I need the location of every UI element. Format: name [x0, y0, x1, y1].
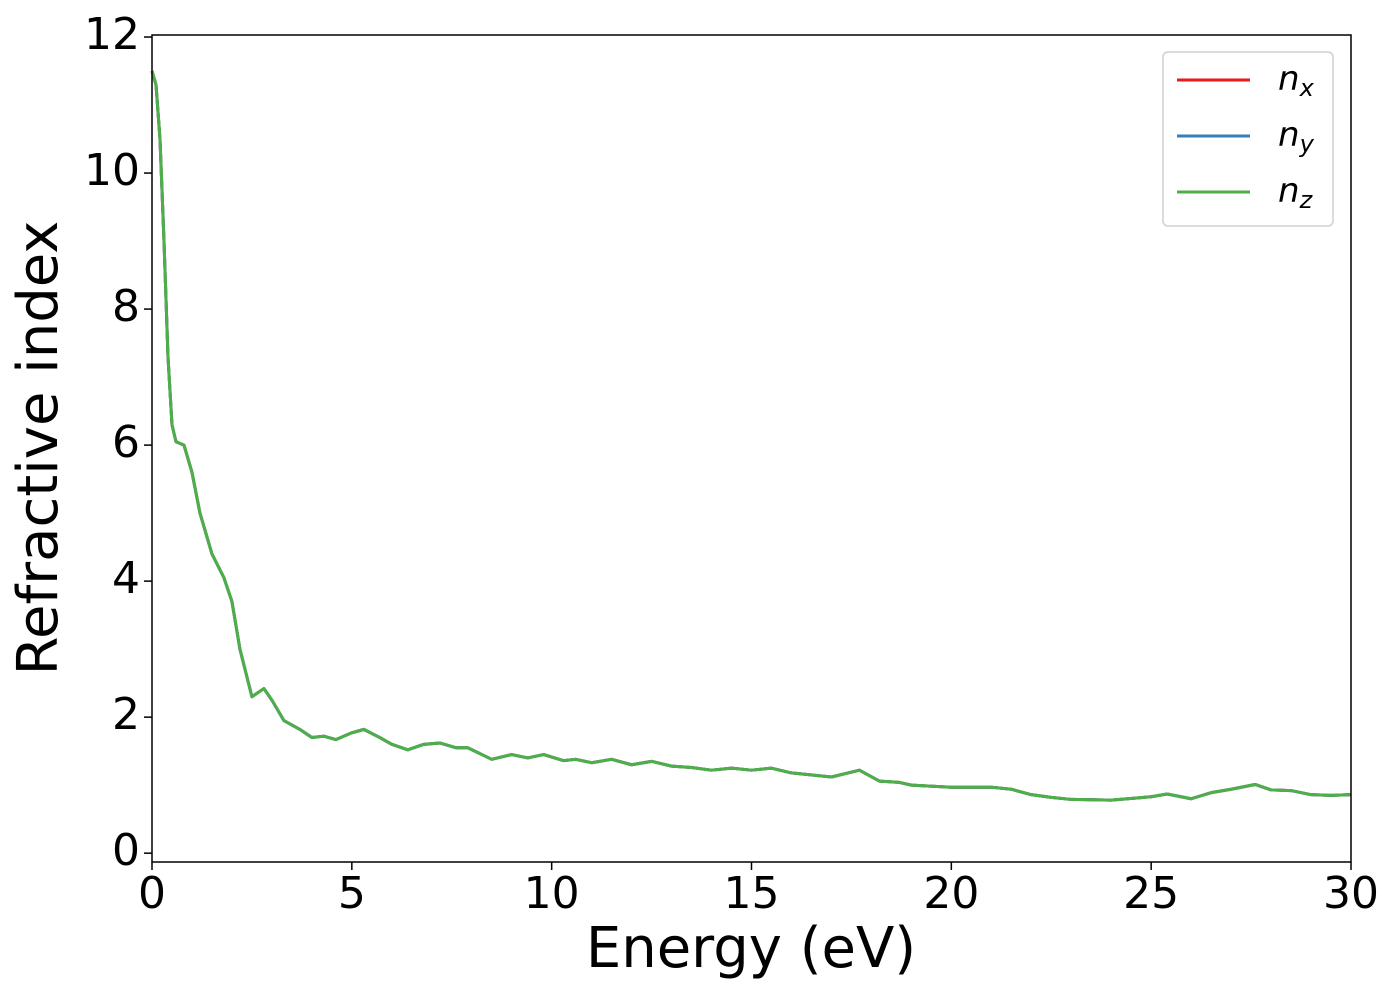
y-tick-label: 0: [112, 825, 140, 876]
series-line: [150, 70, 1352, 802]
legend-box: [1162, 51, 1334, 227]
legend-label: nz: [1278, 171, 1314, 215]
x-tick-label: 5: [338, 868, 366, 919]
x-tick-label: 30: [1323, 868, 1379, 919]
y-tick-label: 10: [84, 145, 140, 196]
y-tick-label: 4: [112, 553, 140, 604]
legend-label: ny: [1278, 115, 1315, 159]
x-axis-label: Energy (eV): [586, 916, 916, 981]
plot-frame: [151, 34, 1352, 863]
x-tick-label: 25: [1123, 868, 1179, 919]
y-tick-label: 12: [84, 9, 140, 60]
y-tick-label: 6: [112, 417, 140, 468]
y-tick-label: 8: [112, 281, 140, 332]
x-tick-label: 0: [138, 868, 166, 919]
x-tick-label: 10: [524, 868, 580, 919]
y-axis-label: Refractive index: [6, 221, 71, 676]
x-tick-label: 15: [724, 868, 780, 919]
legend-label: nx: [1278, 59, 1315, 103]
y-tick-label: 2: [112, 689, 140, 740]
legend: nx ny nz: [1162, 51, 1334, 227]
x-tick-label: 20: [923, 868, 979, 919]
